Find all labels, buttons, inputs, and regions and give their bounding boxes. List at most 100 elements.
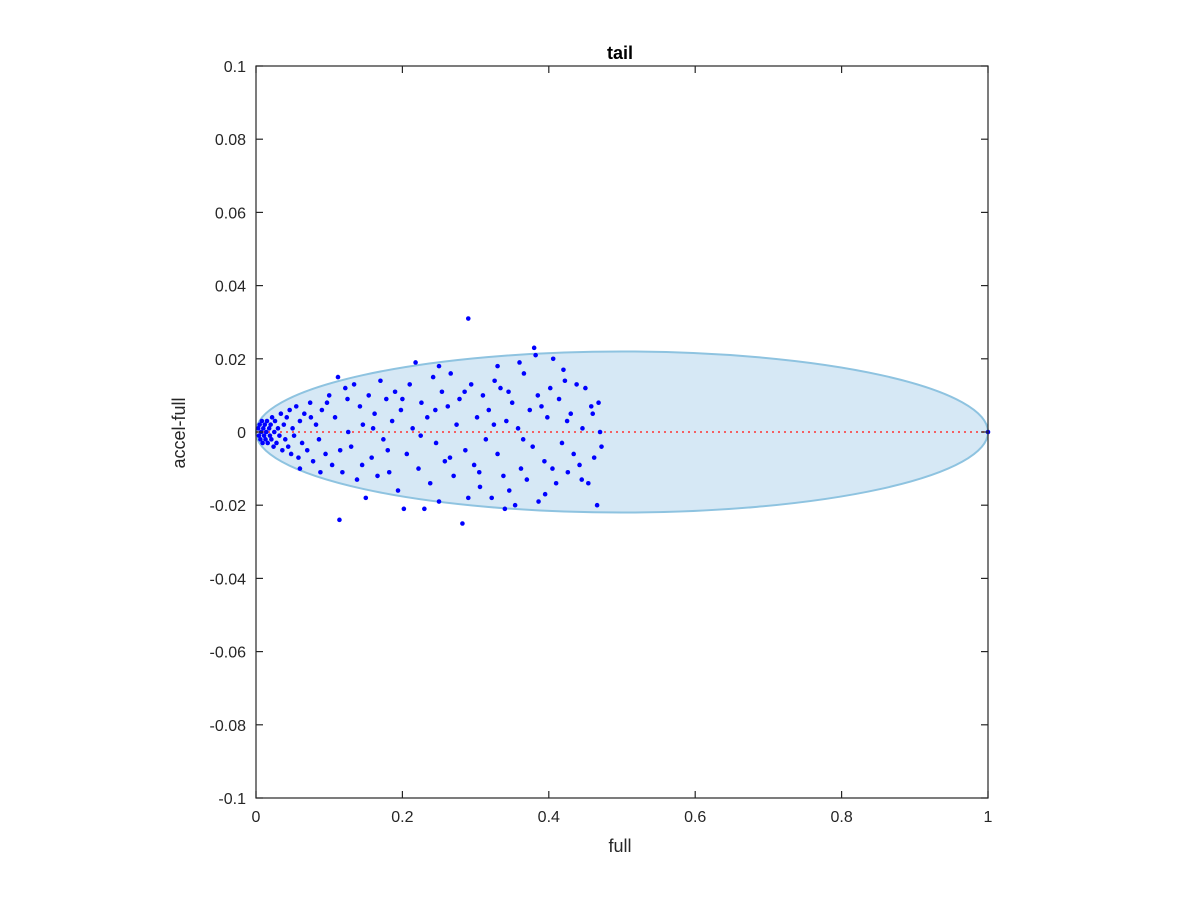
scatter-point [263,437,268,442]
scatter-point [586,480,591,486]
scatter-point [261,433,267,438]
scatter-point [556,396,562,402]
scatter-point [345,429,351,435]
scatter-point [407,382,413,387]
scatter-point [413,360,418,365]
scatter-point [266,426,272,431]
y-tick-label: 0.02 [215,352,246,369]
scatter-point [495,363,500,369]
scatter-point [372,411,377,417]
scatter-point [257,422,262,427]
scatter-point [577,462,582,468]
scatter-point [302,411,307,417]
y-tick-label: 0.04 [215,279,246,296]
scatter-point [383,396,389,402]
scatter-point [509,400,515,406]
y-tick-label: 0.06 [215,205,246,222]
y-tick-label: 0 [237,425,246,442]
scatter-point [310,458,316,464]
scatter-point [504,418,509,424]
scatter-point [366,393,372,398]
scatter-point [489,495,495,501]
y-axis-label: accel-full [169,397,189,468]
y-tick-label: -0.04 [210,571,247,588]
y-axis-ticks: -0.1 -0.08 -0.06 -0.04 -0.02 0 0.02 0.04 0.06 0.0… [210,59,988,808]
scatter-point [588,404,594,409]
scatter-point [260,440,265,446]
scatter-point [269,415,275,420]
scatter-point [297,466,303,471]
scatter-point [483,437,489,442]
scatter-point [498,385,503,391]
scatter-point [492,378,497,384]
scatter-point [486,407,492,413]
scatter-point [359,462,365,468]
scatter-point [594,502,600,508]
scatter-point [337,517,342,523]
scatter-point [378,378,383,384]
scatter-point [335,374,341,380]
scatter-point [547,385,553,391]
y-tick-label: 0.1 [224,59,246,76]
scatter-point [445,404,451,409]
scatter-point [275,426,281,431]
scatter-point [348,444,354,449]
scatter-point [599,444,604,449]
scatter-point [454,422,459,427]
scatter-point [460,521,465,526]
scatter-point [590,411,596,417]
scatter-point [287,407,292,413]
scatter-point [267,433,273,438]
scatter-point [427,480,433,486]
scatter-point [530,444,535,449]
scatter-point [539,404,544,409]
scatter-point [410,426,415,431]
scatter-point [272,429,277,435]
scatter-point [580,426,585,431]
y-tick-label: -0.06 [210,645,247,662]
scatter-point [259,418,265,424]
scatter-point [418,433,424,438]
scatter-point [288,451,294,457]
scatter-point [318,469,323,475]
x-tick-label: 1 [984,809,993,826]
scatter-point [527,407,533,413]
scatter-point [571,451,576,457]
scatter-point [524,477,530,482]
scatter-point [531,345,537,351]
scatter-point [282,437,288,442]
scatter-point [343,385,348,391]
x-tick-label: 0 [252,809,261,826]
scatter-point [545,415,550,420]
scatter-point [265,440,271,446]
scatter-point [476,469,482,475]
scatter-point [517,360,522,365]
scatter-point [422,506,427,512]
scatter-point [447,455,453,460]
scatter-point [579,477,585,482]
x-tick-label: 0.6 [684,809,706,826]
scatter-point [506,488,512,493]
scatter-point [370,426,376,431]
scatter-point [264,418,270,424]
scatter-point [463,448,468,453]
y-tick-label: -0.08 [210,718,247,735]
scatter-point [281,422,287,427]
scatter-point [313,422,319,427]
scatter-point [553,480,559,486]
scatter-point [424,415,430,420]
scatter-point [323,451,328,457]
scatter-point [471,462,477,468]
x-tick-label: 0.2 [391,809,413,826]
scatter-point [360,422,366,427]
scatter-point [280,448,285,453]
scatter-point [291,433,297,438]
scatter-point [324,400,330,406]
scatter-point [274,440,279,446]
scatter-point [518,466,524,471]
scatter-point [419,400,424,406]
scatter-point [564,418,570,424]
scatter-point [345,396,350,402]
scatter-point [491,422,497,427]
scatter-point [550,466,555,471]
